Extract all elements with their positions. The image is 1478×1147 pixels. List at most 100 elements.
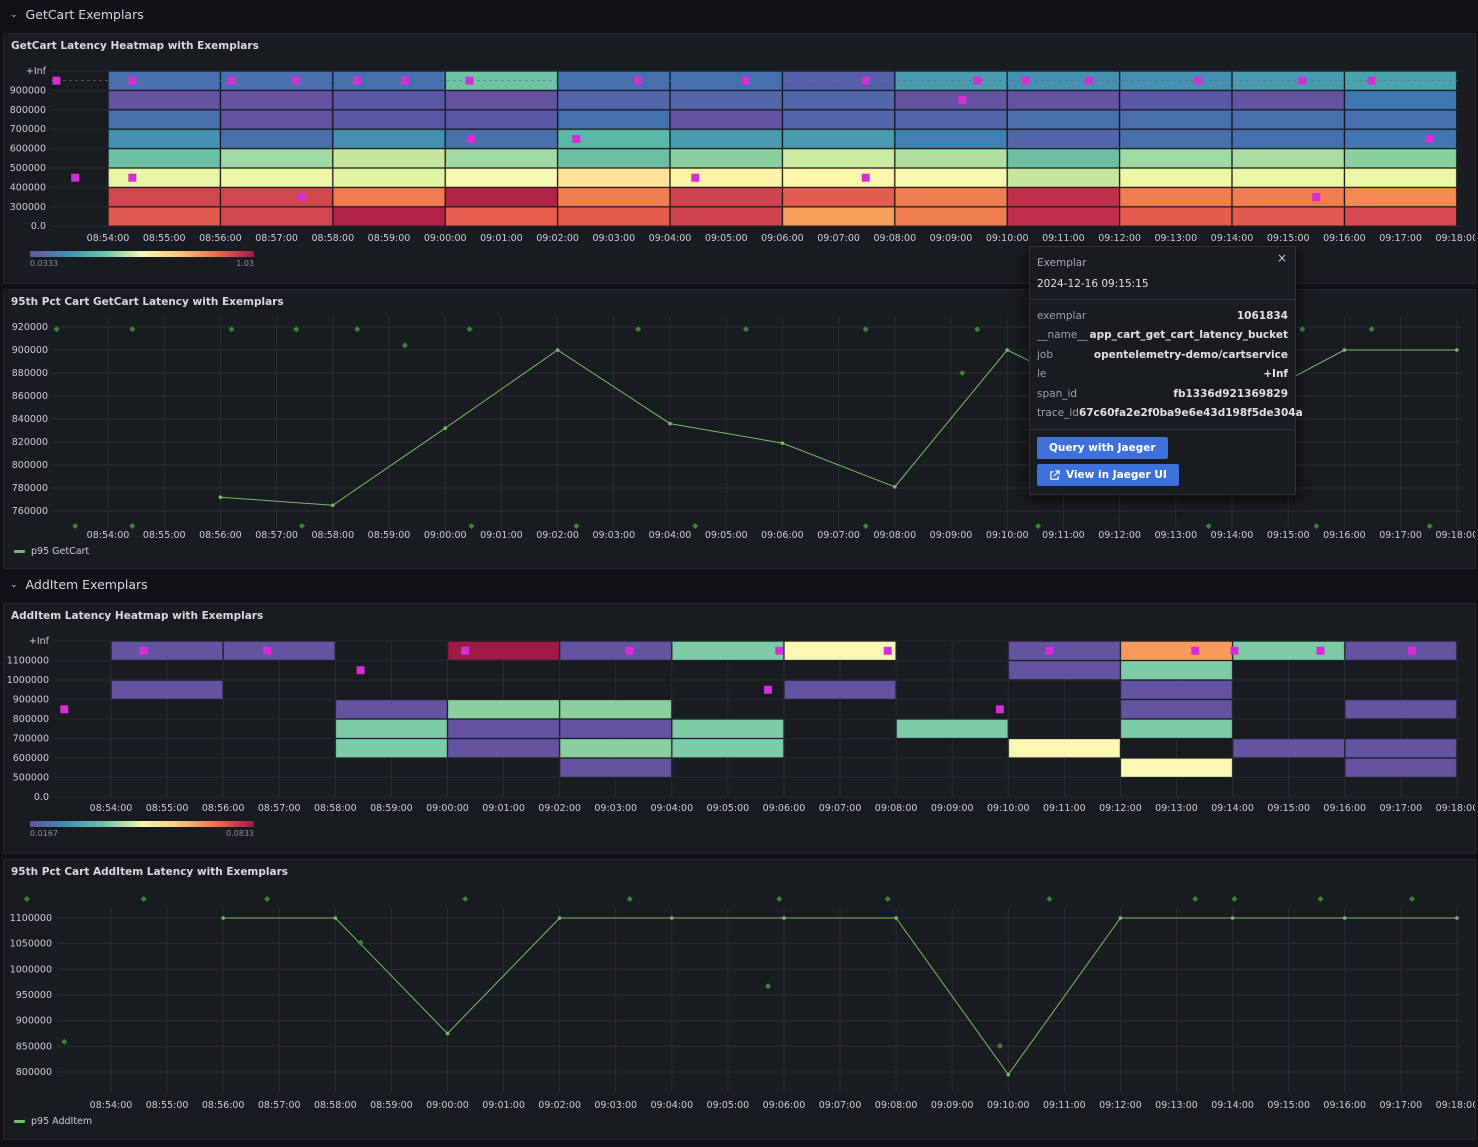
exemplar-marker xyxy=(862,326,869,333)
exemplar-marker xyxy=(861,76,870,85)
x-tick-label: 09:11:00 xyxy=(1043,1100,1086,1111)
field-value: +Inf xyxy=(1263,368,1288,381)
field-value: 67c60fa2e2f0ba9e6e43d198f5de304a xyxy=(1078,407,1303,420)
color-scale-min: 0.0333 xyxy=(30,259,58,268)
x-tick-label: 09:13:00 xyxy=(1155,1100,1198,1111)
x-tick-label: 09:15:00 xyxy=(1267,803,1310,814)
exemplar-marker xyxy=(1084,76,1093,85)
x-tick-label: 08:54:00 xyxy=(90,1100,133,1111)
close-icon[interactable]: × xyxy=(1276,251,1287,265)
heatmap-cell xyxy=(559,699,672,719)
heatmap-cell xyxy=(108,168,221,188)
x-tick-label: 08:59:00 xyxy=(368,233,411,244)
heatmap-cell xyxy=(1008,738,1121,758)
heatmap-cell xyxy=(220,168,333,188)
tooltip-field-name: __name__ app_cart_get_cart_latency_bucket xyxy=(1037,326,1288,346)
x-tick-label: 09:16:00 xyxy=(1323,530,1366,541)
exemplar-marker xyxy=(354,326,361,333)
legend-swatch xyxy=(14,1120,25,1123)
series-line xyxy=(223,917,1457,1076)
additem-p95-panel: 95th Pct Cart AddItem Latency with Exemp… xyxy=(3,859,1476,1140)
heatmap-cell xyxy=(1344,206,1457,227)
chevron-down-icon: ⌄ xyxy=(10,9,18,20)
query-with-jaeger-button[interactable]: Query with Jaeger xyxy=(1037,437,1168,459)
chart-svg: 0.0 500000 600000 700000 800000 900000 1000000… xyxy=(7,636,1475,838)
x-tick-label: 09:12:00 xyxy=(1099,803,1142,814)
y-tick-label: 800000 xyxy=(13,714,49,725)
y-tick-label: 800000 xyxy=(10,105,46,116)
heatmap-cell xyxy=(1344,129,1457,149)
heatmap-cell xyxy=(447,738,560,758)
x-tick-label: 09:14:00 xyxy=(1211,233,1254,244)
heatmap-cell xyxy=(782,148,895,169)
exemplar-marker xyxy=(1409,896,1416,903)
heatmap-cell xyxy=(1119,187,1232,207)
exemplar-marker xyxy=(72,522,79,529)
heatmap-cell xyxy=(445,148,558,169)
heatmap-cell xyxy=(335,699,448,719)
chart-svg: 800000 850000 900000 950000 1000000 1050000 11… xyxy=(10,896,1475,1111)
heatmap-cell xyxy=(670,187,783,207)
exemplar-marker xyxy=(742,326,749,333)
x-tick-label: 08:55:00 xyxy=(146,803,189,814)
legend-item[interactable]: p95 GetCart xyxy=(14,546,89,557)
x-tick-label: 09:03:00 xyxy=(592,530,635,541)
heatmap-cell xyxy=(111,680,224,700)
section-header-getcart[interactable]: ⌄ GetCart Exemplars xyxy=(10,7,144,22)
heatmap-cell xyxy=(1344,168,1457,188)
heatmap-cell xyxy=(447,719,560,739)
x-tick-label: 09:15:00 xyxy=(1267,233,1310,244)
exemplar-marker xyxy=(1368,326,1375,333)
x-tick-label: 09:01:00 xyxy=(480,233,523,244)
section-header-additem[interactable]: ⌄ AddItem Exemplars xyxy=(10,577,148,592)
heatmap-cell xyxy=(557,187,670,207)
exemplar-marker xyxy=(573,522,580,529)
x-tick-label: 09:06:00 xyxy=(761,233,804,244)
heatmap-cell xyxy=(1232,109,1345,130)
y-tick-label: +Inf xyxy=(29,636,50,647)
tooltip-label: Exemplar xyxy=(1037,257,1087,269)
y-tick-label: 0.0 xyxy=(34,792,49,803)
data-point xyxy=(221,916,225,920)
heatmap-cell xyxy=(1119,148,1232,169)
x-tick-label: 09:03:00 xyxy=(594,803,637,814)
heatmap-cell xyxy=(1119,206,1232,227)
x-tick-label: 08:57:00 xyxy=(255,530,298,541)
heatmap-cell xyxy=(782,109,895,130)
heatmap-cell xyxy=(1120,758,1233,778)
heatmap-cell xyxy=(670,109,783,130)
x-tick-label: 09:15:00 xyxy=(1267,1100,1310,1111)
color-scale-bar xyxy=(30,821,254,827)
y-tick-label: 700000 xyxy=(10,124,46,135)
x-tick-label: 09:04:00 xyxy=(649,530,692,541)
exemplar-marker xyxy=(625,646,634,655)
heatmap-cell xyxy=(783,641,897,661)
field-key: le xyxy=(1037,368,1047,381)
heatmap-cell xyxy=(332,129,446,149)
heatmap-cell xyxy=(1119,129,1232,149)
exemplar-marker xyxy=(959,370,966,376)
panel-title: 95th Pct Cart GetCart Latency with Exemp… xyxy=(11,296,284,308)
heatmap-cell xyxy=(1232,148,1345,169)
heatmap-cell xyxy=(1344,641,1457,661)
x-tick-label: 08:59:00 xyxy=(368,530,411,541)
x-tick-label: 09:08:00 xyxy=(875,803,918,814)
x-tick-label: 08:56:00 xyxy=(199,233,242,244)
heatmap-cell xyxy=(1232,641,1345,661)
heatmap-cell xyxy=(111,641,224,661)
exemplar-marker xyxy=(1205,522,1212,529)
data-point xyxy=(1230,916,1235,920)
x-tick-label: 09:10:00 xyxy=(986,530,1029,541)
x-tick-label: 09:14:00 xyxy=(1211,530,1254,541)
x-tick-label: 09:13:00 xyxy=(1154,233,1197,244)
x-tick-label: 09:18:00 xyxy=(1435,530,1475,541)
y-tick-label: 920000 xyxy=(12,322,48,333)
exemplar-marker xyxy=(139,646,148,655)
view-in-jaeger-ui-button[interactable]: View in Jaeger UI xyxy=(1037,464,1179,486)
x-tick-label: 08:55:00 xyxy=(143,530,186,541)
exemplar-marker xyxy=(775,646,784,655)
exemplar-marker xyxy=(228,326,235,333)
additem-heatmap-panel: AddItem Latency Heatmap with Exemplars 0… xyxy=(3,603,1476,854)
exemplar-marker xyxy=(60,705,69,714)
legend-item[interactable]: p95 AddItem xyxy=(14,1116,92,1127)
